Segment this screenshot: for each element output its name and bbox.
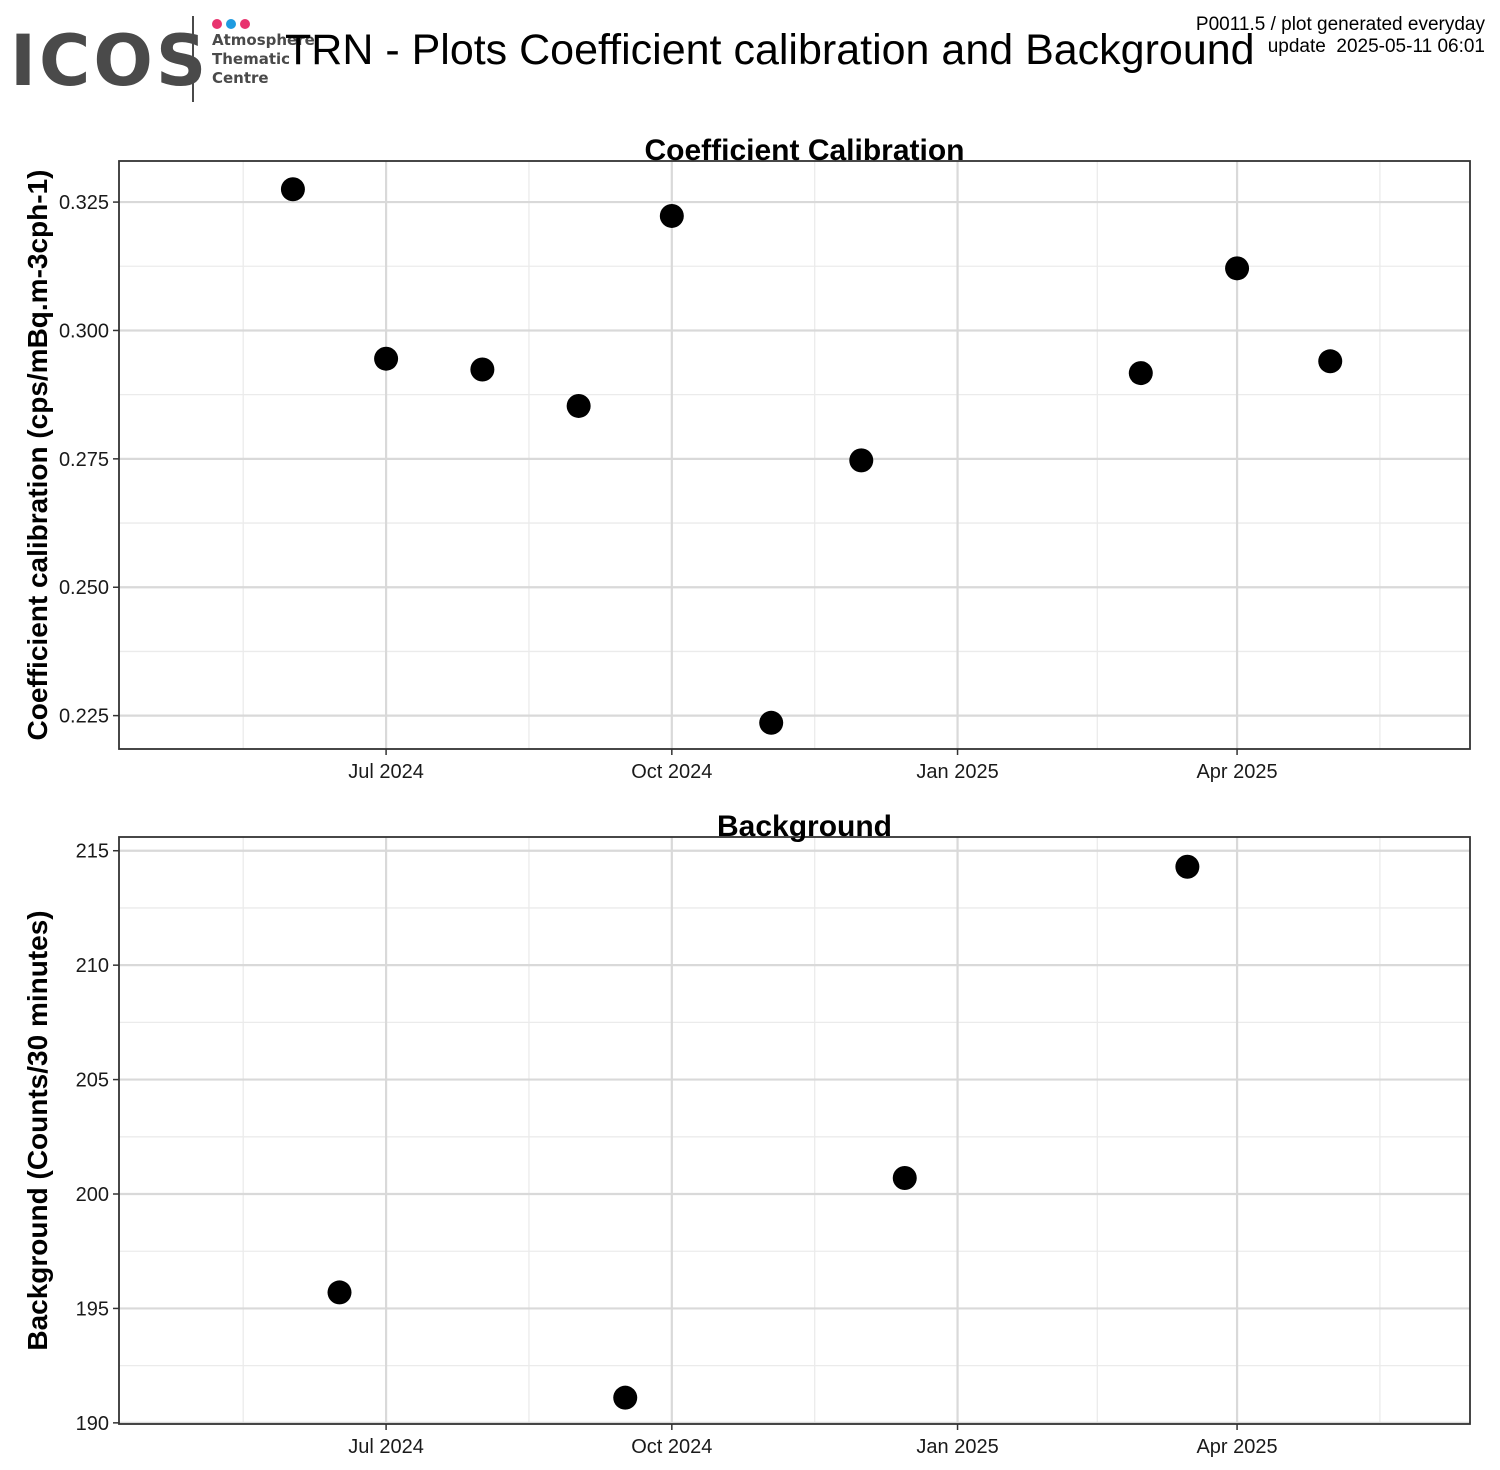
calibration-data-point: [1318, 349, 1343, 374]
background-panel-border: [118, 836, 1471, 1425]
update-timestamp: update 2025-05-11 06:01: [1267, 36, 1485, 57]
plot-id-text: P0011.5 / plot generated everyday: [1195, 14, 1485, 35]
calibration-x-tick-label: Apr 2025: [1196, 761, 1277, 783]
background-data-point: [1175, 854, 1200, 879]
background-x-tick-label: Apr 2025: [1196, 1436, 1277, 1458]
logo-dot: [240, 19, 250, 29]
background-y-tick-label: 210: [76, 955, 109, 977]
background-y-tick-label: 205: [76, 1070, 109, 1092]
calibration-data-point: [566, 393, 591, 418]
background-y-tick-label: 215: [76, 841, 109, 863]
background-y-tick-label: 200: [76, 1184, 109, 1206]
logo-wordmark: ICOS: [10, 20, 210, 102]
calibration-y-tick-label: 0.325: [59, 192, 109, 214]
page-title: TRN - Plots Coefficient calibration and …: [285, 26, 1255, 74]
logo-dots-icon: [212, 16, 254, 34]
generation-info: P0011.5 / plot generated everyday update…: [1196, 14, 1485, 58]
calibration-data-point: [374, 346, 399, 371]
background-data-point: [613, 1385, 638, 1410]
calibration-y-tick-label: 0.225: [59, 706, 109, 728]
calibration-data-point: [1128, 361, 1153, 386]
calibration-data-point: [659, 203, 684, 228]
calibration-data-point: [849, 448, 874, 473]
logo-line-3: Centre: [212, 69, 269, 87]
background-data-point: [327, 1280, 352, 1305]
logo-line-2: Thematic: [212, 50, 291, 68]
logo-subtitle: Atmosphere Thematic Centre: [212, 31, 315, 88]
calibration-y-tick-label: 0.275: [59, 449, 109, 471]
calibration-y-tick-label: 0.250: [59, 577, 109, 599]
background-data-point: [892, 1165, 917, 1190]
calibration-x-tick-label: Jul 2024: [348, 761, 424, 783]
logo-dot: [226, 19, 236, 29]
calibration-panel-title: Coefficient Calibration: [644, 134, 964, 167]
background-x-tick-label: Jan 2025: [916, 1436, 998, 1458]
calibration-data-point: [470, 357, 495, 382]
background-x-tick-label: Jul 2024: [348, 1436, 424, 1458]
background-x-tick-label: Oct 2024: [631, 1436, 712, 1458]
logo-divider: [192, 16, 194, 102]
background-y-axis-title: Background (Counts/30 minutes): [22, 910, 53, 1350]
calibration-data-point: [280, 177, 305, 202]
calibration-x-tick-label: Oct 2024: [631, 761, 712, 783]
calibration-data-point: [759, 710, 784, 735]
logo-dot: [212, 19, 222, 29]
calibration-data-point: [1225, 256, 1250, 281]
calibration-x-tick-label: Jan 2025: [916, 761, 998, 783]
icos-logo: ICOS Atmosphere Thematic Centre: [10, 12, 315, 104]
background-y-tick-label: 195: [76, 1298, 109, 1320]
calibration-y-tick-label: 0.300: [59, 320, 109, 342]
background-panel-title: Background: [717, 810, 892, 843]
background-y-tick-label: 190: [76, 1413, 109, 1435]
logo-line-1: Atmosphere: [212, 31, 315, 49]
calibration-panel-border: [118, 160, 1471, 750]
calibration-y-axis-title: Coefficient calibration (cps/mBq.m-3cph-…: [22, 170, 53, 741]
